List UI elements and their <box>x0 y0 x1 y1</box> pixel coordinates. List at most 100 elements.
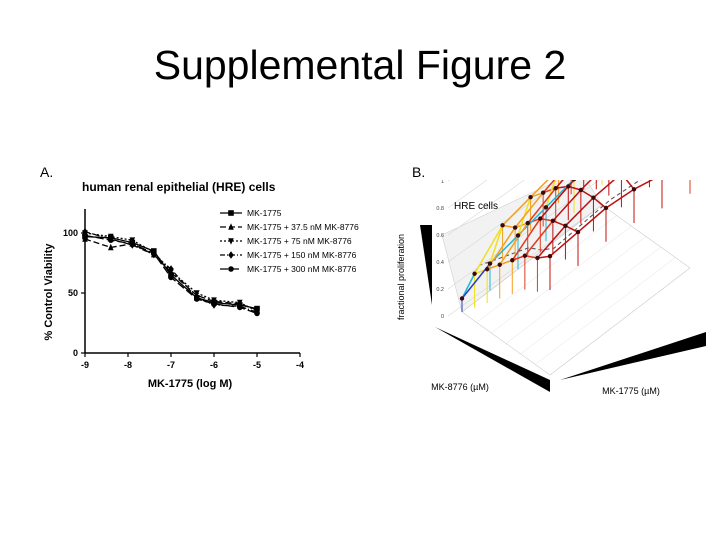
data-point <box>82 232 88 239</box>
data-point <box>540 190 546 195</box>
panel-a-label: A. <box>40 164 54 180</box>
surface-edge <box>577 207 607 233</box>
surface-edge <box>502 196 532 226</box>
data-point <box>228 238 234 245</box>
floor-gridline <box>476 215 617 323</box>
surface-edge <box>549 231 579 257</box>
surface-edge <box>592 180 616 199</box>
y-tick-label: 0 <box>73 348 78 358</box>
surface-edge <box>530 191 544 198</box>
floor-gridline <box>535 257 676 365</box>
legend-label: MK-1775 + 150 nM MK-8776 <box>247 250 357 260</box>
surface-edge <box>552 189 582 222</box>
chart-b-xlabel: MK-8776 (µM) <box>431 382 489 392</box>
mk1775-wedge <box>560 332 706 380</box>
floor-gridline <box>491 225 632 334</box>
data-point <box>108 243 114 251</box>
data-point <box>459 296 465 301</box>
data-point <box>254 310 260 317</box>
data-point <box>575 229 581 235</box>
chart-a-ylabel: % Control Viability <box>43 243 55 341</box>
data-point <box>550 218 556 224</box>
data-point <box>543 205 549 210</box>
surface-edge <box>461 273 476 299</box>
surface-edge <box>511 218 541 261</box>
data-point <box>566 184 571 189</box>
mk8776-wedge <box>435 327 550 392</box>
panel-b-label: B. <box>412 164 426 180</box>
z-gridline <box>447 180 488 209</box>
data-point <box>535 255 540 261</box>
surface-edge <box>536 225 566 259</box>
x-tick-label: -8 <box>124 360 132 370</box>
surface-edge <box>530 180 549 198</box>
floor-gridline <box>520 246 661 355</box>
data-point <box>515 233 521 238</box>
data-point <box>237 304 243 311</box>
data-point <box>228 223 234 230</box>
surface-edge <box>625 180 635 190</box>
data-point <box>211 301 217 307</box>
surface-edge <box>633 180 654 190</box>
data-point <box>603 205 609 211</box>
x-tick-label: -4 <box>296 360 304 370</box>
data-point <box>228 210 234 216</box>
chart-a-xlabel: MK-1775 (log M) <box>148 378 233 390</box>
data-point <box>194 296 200 302</box>
data-point <box>510 258 515 263</box>
z-tick-label: 0.8 <box>436 206 444 212</box>
z-gridline <box>447 180 600 290</box>
z-tick-label: 0 <box>441 314 444 320</box>
surface-edge <box>542 187 556 194</box>
legend-label: MK-1775 + 37.5 nM MK-8776 <box>247 222 359 232</box>
surface-edge <box>499 259 513 266</box>
surface-edge <box>539 185 569 220</box>
data-point <box>129 241 136 247</box>
surface-edge <box>552 220 566 227</box>
data-point <box>497 262 502 267</box>
chart-b-annotation: HRE cells <box>454 201 498 212</box>
surface-edge <box>555 180 564 189</box>
data-point <box>578 187 584 193</box>
legend-label: MK-1775 <box>247 208 282 218</box>
surface-edge <box>524 220 554 257</box>
data-point <box>522 253 528 258</box>
surface-edge <box>473 224 504 275</box>
chart-b-ylabel: MK-1775 (µM) <box>602 386 660 396</box>
data-point <box>108 237 114 243</box>
z-tick-label: 1 <box>441 180 444 185</box>
y-tick-label: 100 <box>63 228 78 238</box>
data-point <box>484 267 490 272</box>
surface-edge <box>514 192 544 229</box>
data-point <box>194 290 200 297</box>
z-tick-label: 0.4 <box>436 260 444 266</box>
surface-edge <box>545 180 575 208</box>
x-tick-label: -7 <box>167 360 175 370</box>
legend-label: MK-1775 + 75 nM MK-8776 <box>247 236 352 246</box>
slide-title: Supplemental Figure 2 <box>153 42 567 88</box>
data-point <box>472 271 477 276</box>
chart-b: 0 0.2 0.4 0.6 0.8 1 HRE cells fractional prol… <box>396 180 706 396</box>
z-tick-label: 0.6 <box>436 233 444 239</box>
surface-edge <box>580 189 594 199</box>
data-point <box>538 216 543 221</box>
surface-edge <box>512 255 526 261</box>
surface-edge <box>605 188 635 209</box>
series-line <box>84 238 258 311</box>
surface-edge <box>564 197 594 227</box>
surface-edge <box>486 264 500 270</box>
z-gridline <box>447 180 525 236</box>
data-point <box>228 251 234 259</box>
data-point <box>168 274 174 281</box>
data-point <box>82 235 88 242</box>
surface-edge <box>489 225 504 264</box>
surface-edge <box>565 225 579 233</box>
surface-edge <box>527 217 541 224</box>
chart-a-title: human renal epithelial (HRE) cells <box>82 180 276 194</box>
x-tick-label: -9 <box>81 360 89 370</box>
surface-edge <box>592 197 607 209</box>
data-point <box>525 220 530 226</box>
surface-edge <box>499 222 529 266</box>
data-point <box>528 195 533 200</box>
data-point <box>211 297 217 304</box>
